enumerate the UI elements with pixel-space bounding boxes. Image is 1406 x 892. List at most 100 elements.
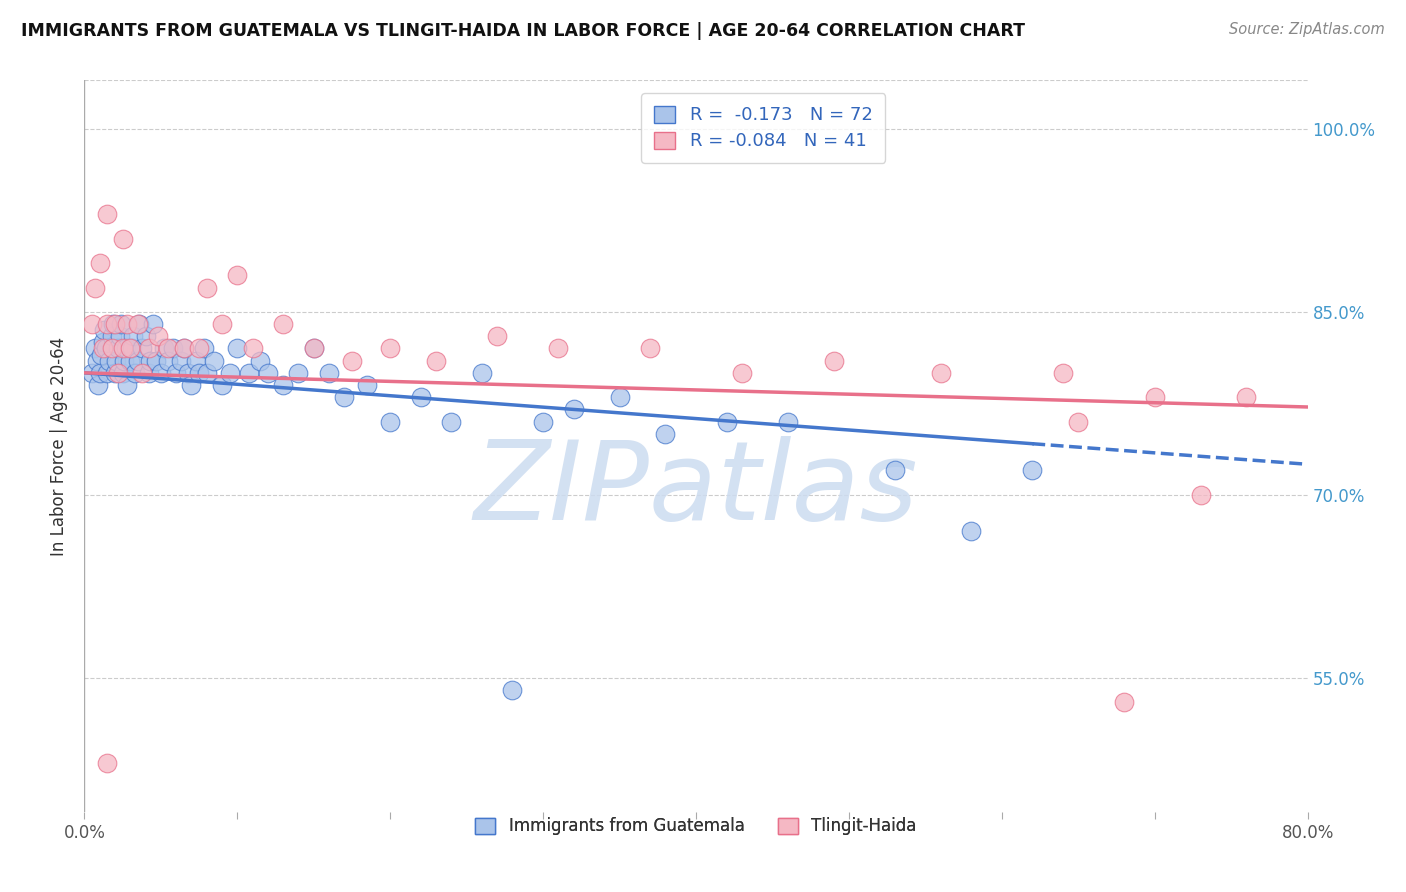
Point — [226, 268, 249, 283]
Point — [138, 366, 160, 380]
Point — [89, 366, 111, 380]
Point — [107, 366, 129, 380]
Point — [104, 317, 127, 331]
Point — [471, 366, 494, 380]
Point — [111, 342, 134, 356]
Point — [101, 342, 124, 356]
Text: ZIPatlas: ZIPatlas — [474, 436, 918, 543]
Point — [120, 342, 142, 356]
Point — [127, 353, 149, 368]
Point — [257, 366, 280, 380]
Point — [249, 353, 271, 368]
Point — [84, 342, 107, 356]
Point — [531, 415, 554, 429]
Point — [149, 366, 172, 380]
Point — [211, 378, 233, 392]
Point — [131, 366, 153, 380]
Point — [302, 342, 325, 356]
Point — [80, 366, 103, 380]
Point — [86, 353, 108, 368]
Point — [121, 342, 143, 356]
Point — [122, 329, 145, 343]
Point — [638, 342, 661, 356]
Point — [112, 353, 135, 368]
Point — [165, 366, 187, 380]
Point — [731, 366, 754, 380]
Point — [356, 378, 378, 392]
Point — [101, 329, 124, 343]
Text: IMMIGRANTS FROM GUATEMALA VS TLINGIT-HAIDA IN LABOR FORCE | AGE 20-64 CORRELATIO: IMMIGRANTS FROM GUATEMALA VS TLINGIT-HAI… — [21, 22, 1025, 40]
Point — [111, 232, 134, 246]
Point — [425, 353, 447, 368]
Point — [188, 342, 211, 356]
Point — [1236, 390, 1258, 404]
Point — [127, 317, 149, 331]
Point — [145, 353, 167, 368]
Point — [609, 390, 631, 404]
Point — [87, 378, 110, 392]
Point — [547, 342, 569, 356]
Point — [138, 342, 160, 356]
Point — [96, 756, 118, 770]
Point — [776, 415, 799, 429]
Legend: Immigrants from Guatemala, Tlingit-Haida: Immigrants from Guatemala, Tlingit-Haida — [467, 809, 925, 844]
Point — [318, 366, 340, 380]
Point — [271, 317, 294, 331]
Point — [184, 353, 207, 368]
Point — [1143, 390, 1166, 404]
Point — [823, 353, 845, 368]
Point — [96, 317, 118, 331]
Point — [173, 342, 195, 356]
Point — [502, 682, 524, 697]
Point — [193, 342, 215, 356]
Point — [440, 415, 463, 429]
Point — [128, 317, 150, 331]
Point — [562, 402, 585, 417]
Point — [409, 390, 432, 404]
Point — [380, 342, 402, 356]
Point — [1052, 366, 1074, 380]
Point — [110, 317, 132, 331]
Point — [883, 463, 905, 477]
Point — [91, 342, 114, 356]
Point — [202, 353, 225, 368]
Point — [380, 415, 402, 429]
Point — [124, 366, 146, 380]
Point — [115, 317, 138, 331]
Point — [173, 342, 195, 356]
Point — [105, 353, 128, 368]
Point — [114, 342, 136, 356]
Point — [91, 335, 114, 350]
Point — [89, 256, 111, 270]
Point — [486, 329, 509, 343]
Point — [135, 329, 157, 343]
Point — [1189, 488, 1212, 502]
Point — [333, 390, 356, 404]
Point — [287, 366, 309, 380]
Point — [162, 342, 184, 356]
Y-axis label: In Labor Force | Age 20-64: In Labor Force | Age 20-64 — [51, 336, 69, 556]
Point — [302, 342, 325, 356]
Point — [1114, 695, 1136, 709]
Point — [153, 342, 176, 356]
Point — [146, 329, 169, 343]
Point — [94, 342, 117, 356]
Point — [340, 353, 363, 368]
Point — [195, 366, 218, 380]
Point — [1021, 463, 1043, 477]
Text: Source: ZipAtlas.com: Source: ZipAtlas.com — [1229, 22, 1385, 37]
Point — [654, 426, 676, 441]
Point — [115, 378, 138, 392]
Point — [188, 366, 211, 380]
Point — [90, 348, 112, 362]
Point — [157, 342, 180, 356]
Point — [157, 353, 180, 368]
Point — [170, 353, 193, 368]
Point — [195, 280, 218, 294]
Point — [96, 207, 118, 221]
Point — [103, 317, 125, 331]
Point — [84, 280, 107, 294]
Point — [271, 378, 294, 392]
Point — [131, 342, 153, 356]
Point — [139, 353, 162, 368]
